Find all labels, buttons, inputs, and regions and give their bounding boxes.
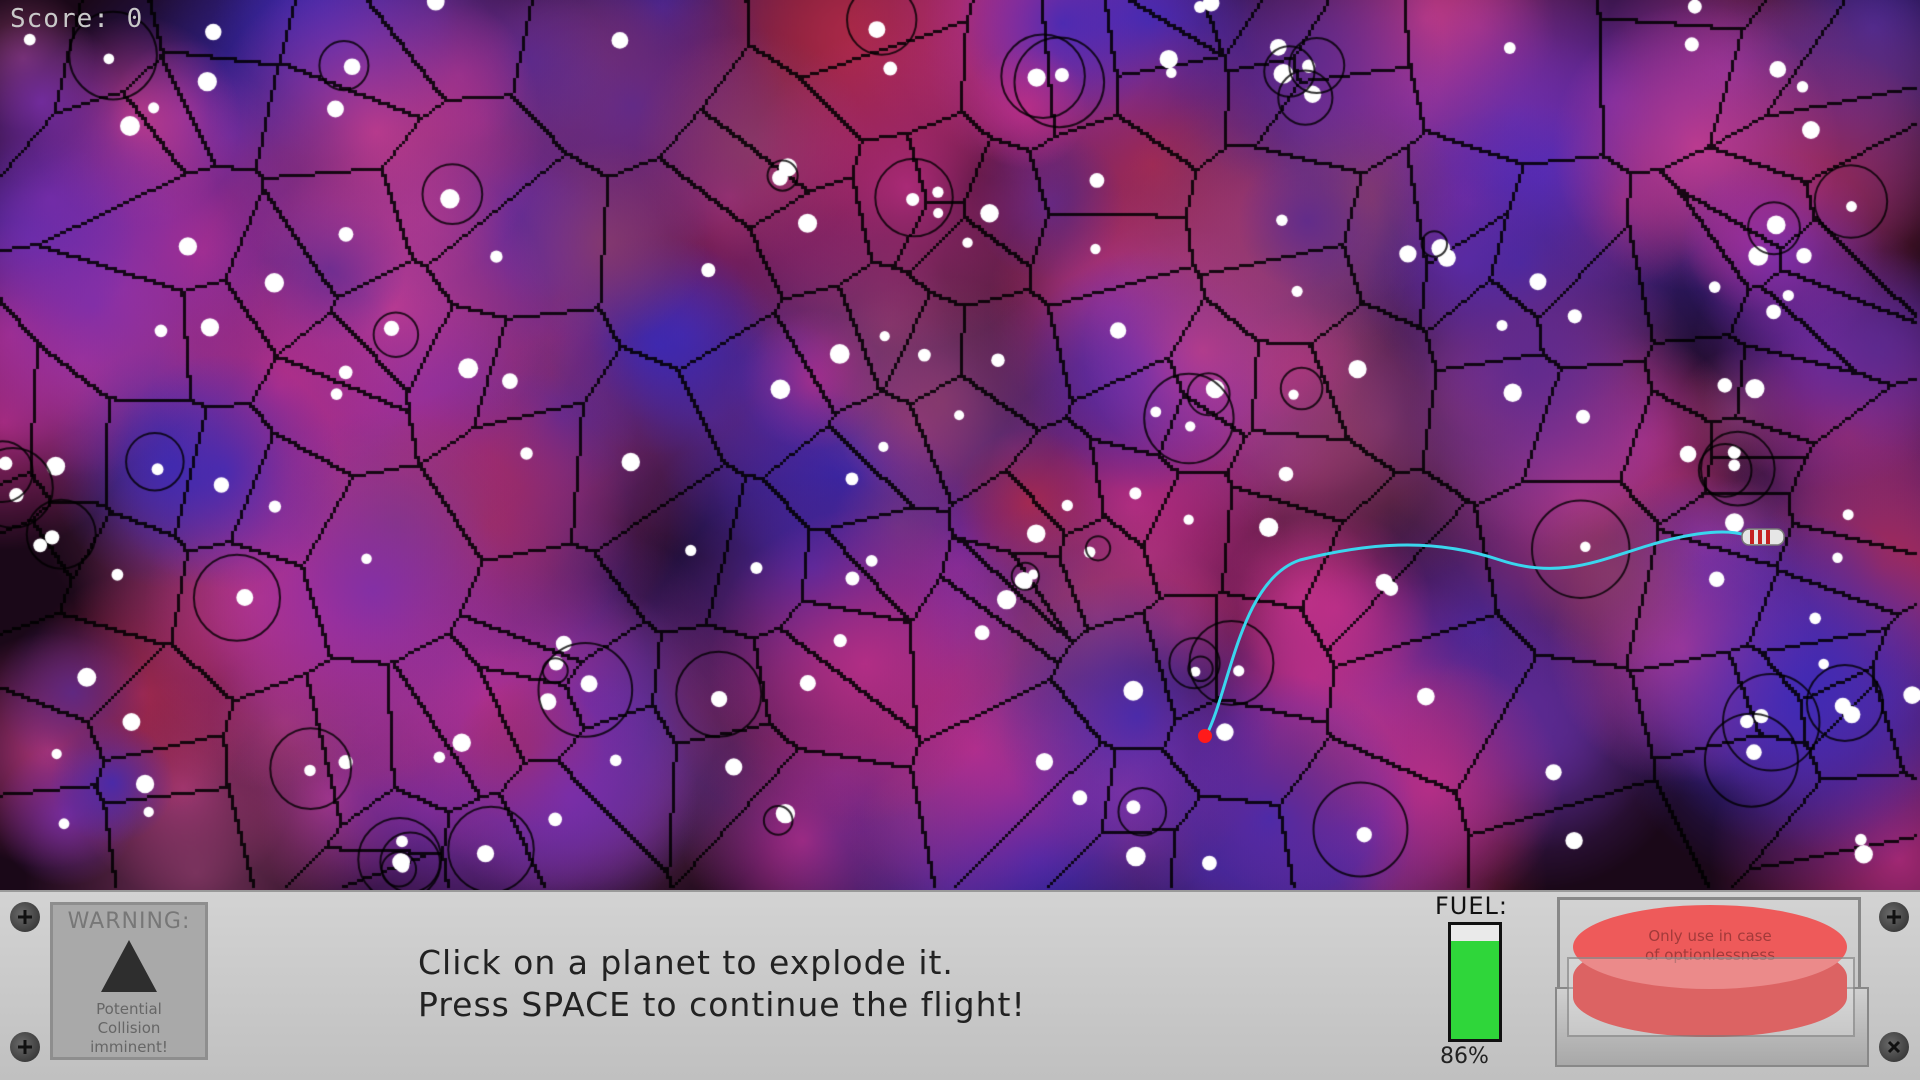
- game-field[interactable]: [0, 0, 1920, 890]
- control-panel: WARNING: Potential Collision imminent! C…: [0, 890, 1920, 1080]
- screw-icon: [10, 902, 40, 932]
- fuel-gauge: [1448, 922, 1502, 1042]
- warning-title: WARNING:: [67, 909, 191, 934]
- panic-button[interactable]: [1573, 905, 1847, 989]
- instructions: Click on a planet to explode it. Press S…: [418, 942, 1026, 1026]
- instruction-line-1: Click on a planet to explode it.: [418, 943, 954, 982]
- panic-button-label: Only use in case of optionlessness: [1644, 927, 1776, 964]
- flight-path: [1204, 530, 1746, 737]
- ship-icon[interactable]: [1741, 528, 1785, 546]
- fuel-level-bar: [1451, 940, 1499, 1039]
- fuel-percentage: 86%: [1440, 1044, 1489, 1069]
- panic-button-cover[interactable]: [1567, 957, 1855, 1037]
- score-label: Score: 0: [10, 4, 144, 34]
- screw-icon: [1879, 902, 1909, 932]
- flight-overlay: [1198, 528, 1785, 743]
- target-marker-icon: [1198, 729, 1212, 743]
- fuel-label: FUEL:: [1435, 892, 1508, 920]
- collision-warning: WARNING: Potential Collision imminent!: [50, 902, 208, 1060]
- warning-message: Potential Collision imminent!: [90, 1000, 168, 1056]
- screw-icon: [10, 1032, 40, 1062]
- screw-icon: [1879, 1032, 1909, 1062]
- panic-button-housing: Only use in case of optionlessness: [1555, 897, 1869, 1069]
- instruction-line-2: Press SPACE to continue the flight!: [418, 985, 1026, 1024]
- warning-triangle-icon: [101, 940, 157, 992]
